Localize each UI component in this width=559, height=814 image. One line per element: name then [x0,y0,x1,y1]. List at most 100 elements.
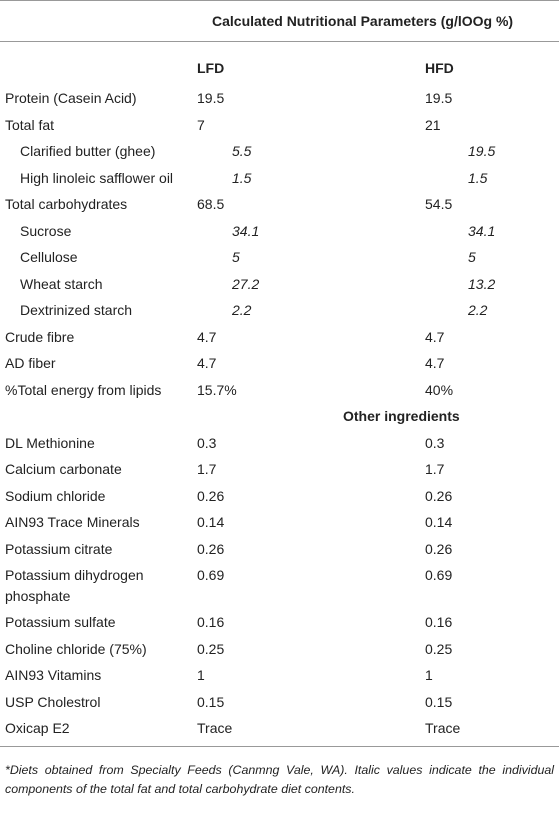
row-label: Dextrinized starch [20,302,133,318]
table-row: Cellulose 5 5 [0,244,559,271]
lfd-value: Trace [197,720,233,736]
table-row: Potassium citrate 0.26 0.26 [0,536,559,563]
lfd-value: 15.7% [197,381,237,398]
lfd-value: 1.5 [232,169,252,186]
row-label: AIN93 Vitamins [5,667,102,683]
table-row: DL Methionine 0.3 0.3 [0,430,559,457]
table-row: Wheat starch 27.2 13.2 [0,271,559,298]
hfd-value: 34.1 [468,222,496,239]
row-label: AIN93 Trace Minerals [5,514,140,530]
row-label: Sucrose [20,222,72,239]
row-label: Protein (Casein Acid) [5,90,137,106]
hfd-value: 0.16 [425,614,453,630]
lfd-value: 0.16 [197,614,225,630]
bottom-rule [0,745,559,747]
row-label: Calcium carbonate [5,461,122,477]
hfd-value: 0.15 [425,693,453,710]
header-rule [0,41,559,42]
hfd-value: 40% [425,381,454,398]
row-label: Sodium chloride [5,487,106,504]
hfd-value: 1 [425,667,433,683]
hfd-value: 0.25 [425,640,453,657]
lfd-value: 68.5 [197,196,225,212]
hfd-value: 4.7 [425,328,445,345]
table-row: Oxicap E2 Trace Trace [0,715,559,742]
table-row: Dextrinized starch 2.2 2.2 [0,297,559,324]
lfd-value: 2.2 [232,302,252,318]
table-row: Crude fibre 4.7 4.7 [0,324,559,351]
hfd-value: 0.69 [425,567,453,583]
row-label: Wheat starch [20,275,103,292]
hfd-value: 1.5 [468,169,488,186]
row-label: AD fiber [5,355,56,371]
table-row: %Total energy from lipids 15.7% 40% [0,377,559,404]
hfd-value: 19.5 [468,143,496,159]
table-body: DL Methionine 0.3 0.3 Calcium carbonate 1.7 1… [0,430,559,742]
lfd-value: 0.26 [197,540,225,557]
table-row: AIN93 Vitamins 1 1 [0,662,559,689]
table-row: USP Cholestrol 0.15 0.15 [0,689,559,716]
table-row: Total carbohydrates 68.5 54.5 [0,191,559,218]
table-row: Potassium dihydrogen phosphate 0.69 0.69 [0,562,559,609]
table-row: AIN93 Trace Minerals 0.14 0.14 [0,509,559,536]
row-label: Potassium sulfate [5,614,116,630]
row-label: DL Methionine [5,434,95,451]
hfd-value: 5 [468,249,476,265]
column-header: HFD [425,60,454,76]
lfd-value: 34.1 [232,222,260,239]
table-row: High linoleic safflower oil 1.5 1.5 [0,165,559,192]
table-row: AD fiber 4.7 4.7 [0,350,559,377]
lfd-value: 0.3 [197,434,217,451]
row-label: %Total energy from lipids [5,381,162,398]
lfd-value: 0.69 [197,567,225,583]
row-label: USP Cholestrol [5,693,101,710]
top-rule [0,0,559,1]
row-label: Total fat [5,116,55,133]
lfd-value: 5 [232,249,240,265]
row-label: Cellulose [20,249,78,265]
row-label: Crude fibre [5,328,75,345]
lfd-value: 0.14 [197,514,225,530]
table-body: Protein (Casein Acid) 19.5 19.5 Total fat 7 2… [0,85,559,403]
row-label: Potassium dihydrogen phosphate [5,567,144,604]
column-header-row: LFD HFD [0,42,559,85]
subheading: Other ingredients [343,408,460,424]
row-label: Oxicap E2 [5,720,70,736]
table-row: Sodium chloride 0.26 0.26 [0,483,559,510]
table-title: Calculated Nutritional Parameters (g/lOO… [212,13,514,29]
hfd-value: 19.5 [425,90,453,106]
lfd-value: 1.7 [197,461,217,477]
lfd-value: 19.5 [197,90,225,106]
footnote: *Diets obtained from Specialty Feeds (Ca… [5,762,554,796]
lfd-value: 0.15 [197,693,225,710]
lfd-value: 7 [197,116,205,133]
row-label: High linoleic safflower oil [20,169,174,186]
table-row: Potassium sulfate 0.16 0.16 [0,609,559,636]
lfd-value: 4.7 [197,355,217,371]
lfd-value: 0.25 [197,640,225,657]
row-label: Choline chloride (75%) [5,640,147,657]
hfd-value: 4.7 [425,355,445,371]
lfd-value: 27.2 [232,275,260,292]
hfd-value: 0.26 [425,487,453,504]
lfd-value: 0.26 [197,487,225,504]
hfd-value: 2.2 [468,302,488,318]
table-row: Protein (Casein Acid) 19.5 19.5 [0,85,559,112]
table-row: Calcium carbonate 1.7 1.7 [0,456,559,483]
hfd-value: 21 [425,116,441,133]
column-header: LFD [197,60,225,76]
lfd-value: 1 [197,667,205,683]
row-label: Potassium citrate [5,540,113,557]
hfd-value: 13.2 [468,275,496,292]
lfd-value: 4.7 [197,328,217,345]
row-label: Clarified butter (ghee) [20,143,156,159]
table-row: Clarified butter (ghee) 5.5 19.5 [0,138,559,165]
hfd-value: 54.5 [425,196,453,212]
hfd-value: Trace [425,720,461,736]
hfd-value: 0.3 [425,434,445,451]
lfd-value: 5.5 [232,143,252,159]
table-row: Total fat 7 21 [0,112,559,139]
table-row: Sucrose 34.1 34.1 [0,218,559,245]
hfd-value: 1.7 [425,461,445,477]
